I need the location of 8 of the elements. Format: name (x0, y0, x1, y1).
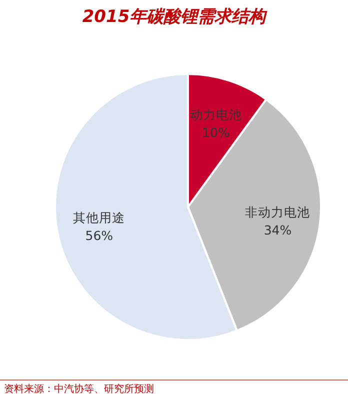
data-label: 10% (202, 124, 230, 140)
data-label: 34% (264, 222, 292, 238)
slice-label: 非动力电池 (245, 204, 310, 220)
chart-title: 2015年碳酸锂需求结构 (82, 7, 268, 27)
slice-label: 动力电池 (190, 106, 242, 122)
data-label: 56% (85, 228, 114, 243)
text: 资料来源：中汽协等、研究所预测 (4, 383, 154, 394)
slice-label: 其他用途 (73, 210, 126, 225)
